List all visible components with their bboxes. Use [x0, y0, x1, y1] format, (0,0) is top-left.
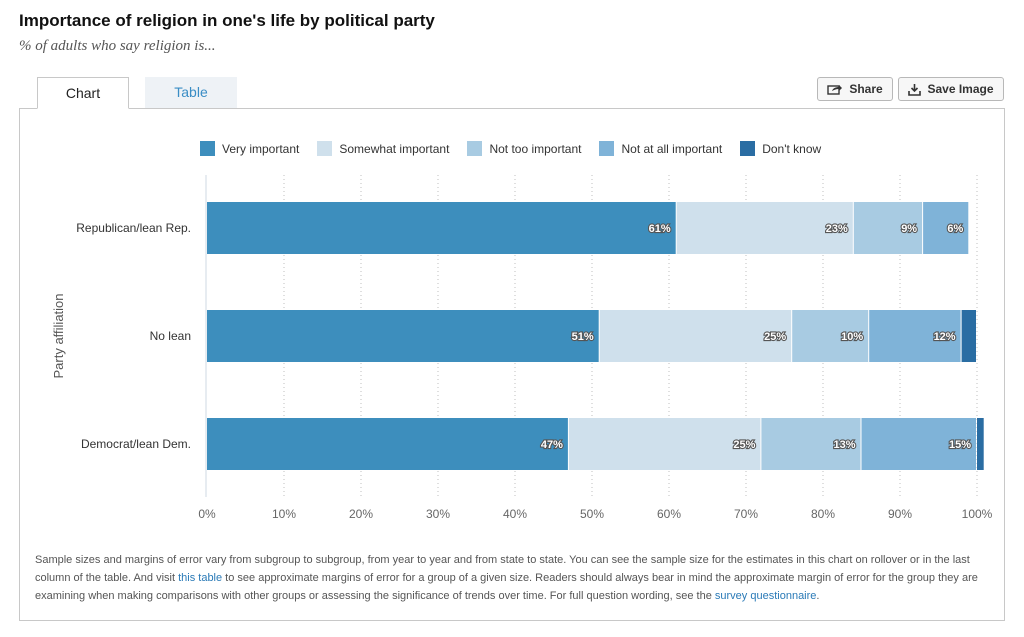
x-tick-label: 80% [811, 507, 835, 521]
legend-label: Not too important [489, 141, 582, 156]
data-label: 12% [934, 331, 956, 343]
legend-label: Not at all important [621, 141, 723, 156]
footnote-text-3: . [816, 590, 820, 602]
download-icon [908, 83, 922, 96]
bar-segment [792, 310, 869, 362]
category-label: Republican/lean Rep. [76, 221, 191, 235]
bar-segment [761, 418, 861, 470]
tab-chart[interactable]: Chart [37, 77, 129, 109]
chart-panel [19, 108, 1005, 621]
bar-segment [207, 418, 568, 470]
legend-swatch [467, 141, 483, 156]
tab-table[interactable]: Table [145, 77, 237, 109]
footnote-text-2: to see approximate margins of error for … [35, 572, 978, 602]
save-image-button-label: Save Image [927, 82, 994, 96]
y-axis-title: Party affiliation [51, 293, 66, 378]
data-label: 51% [572, 331, 594, 343]
footnote: Sample sizes and margins of error vary f… [35, 551, 990, 605]
bar-segment [861, 418, 976, 470]
legend-item-very-important: Very important [200, 141, 299, 156]
data-label: 10% [841, 331, 863, 343]
legend-item-not-too-important: Not too important [467, 141, 581, 156]
legend-label: Somewhat important [339, 141, 450, 156]
bar-segment [869, 310, 961, 362]
data-label: 13% [833, 439, 855, 451]
bar-segment [977, 418, 984, 470]
chart-subtitle: % of adults who say religion is... [19, 38, 216, 54]
category-label: No lean [150, 329, 191, 343]
x-tick-label: 60% [657, 507, 681, 521]
legend-item-dont-know: Don't know [740, 141, 821, 156]
data-label: 6% [947, 223, 963, 235]
data-label: 25% [733, 439, 755, 451]
bar-segment [923, 202, 969, 254]
save-image-button[interactable]: Save Image [898, 77, 1004, 101]
bar-segment [207, 202, 676, 254]
legend-item-somewhat-important: Somewhat important [317, 141, 449, 156]
x-tick-label: 90% [888, 507, 912, 521]
x-tick-label: 0% [198, 507, 216, 521]
share-button-label: Share [849, 82, 883, 96]
x-tick-label: 40% [503, 507, 527, 521]
data-label: 23% [826, 223, 848, 235]
legend-label: Very important [222, 141, 300, 156]
bar-segment [676, 202, 853, 254]
data-label: 9% [901, 223, 917, 235]
data-label: 47% [541, 439, 563, 451]
x-tick-label: 30% [426, 507, 450, 521]
survey-questionnaire-link[interactable]: survey questionnaire [714, 590, 817, 602]
chart-legend: Very important Somewhat important Not to… [200, 141, 839, 156]
bar-segment [207, 310, 599, 362]
data-label: 25% [764, 331, 786, 343]
category-label: Democrat/lean Dem. [81, 437, 191, 451]
share-icon [827, 83, 843, 95]
x-tick-label: 100% [962, 507, 993, 521]
legend-swatch [740, 141, 756, 156]
x-tick-label: 70% [734, 507, 758, 521]
legend-label: Don't know [762, 141, 822, 156]
chart-title: Importance of religion in one's life by … [19, 11, 435, 30]
x-tick-label: 20% [349, 507, 373, 521]
data-label: 15% [949, 439, 971, 451]
legend-swatch [599, 141, 615, 156]
bar-segment [961, 310, 976, 362]
data-label: 61% [649, 223, 671, 235]
bar-segment [853, 202, 923, 254]
legend-swatch [200, 141, 215, 156]
x-tick-label: 50% [580, 507, 604, 521]
legend-swatch [317, 141, 333, 156]
bar-segment [599, 310, 792, 362]
share-button[interactable]: Share [817, 77, 893, 101]
this-table-link[interactable]: this table [178, 572, 223, 584]
bar-segment [568, 418, 761, 470]
x-tick-label: 10% [272, 507, 296, 521]
legend-item-not-at-all-important: Not at all important [599, 141, 722, 156]
footnote-text-1: Sample sizes and margins of error vary f… [35, 554, 970, 584]
